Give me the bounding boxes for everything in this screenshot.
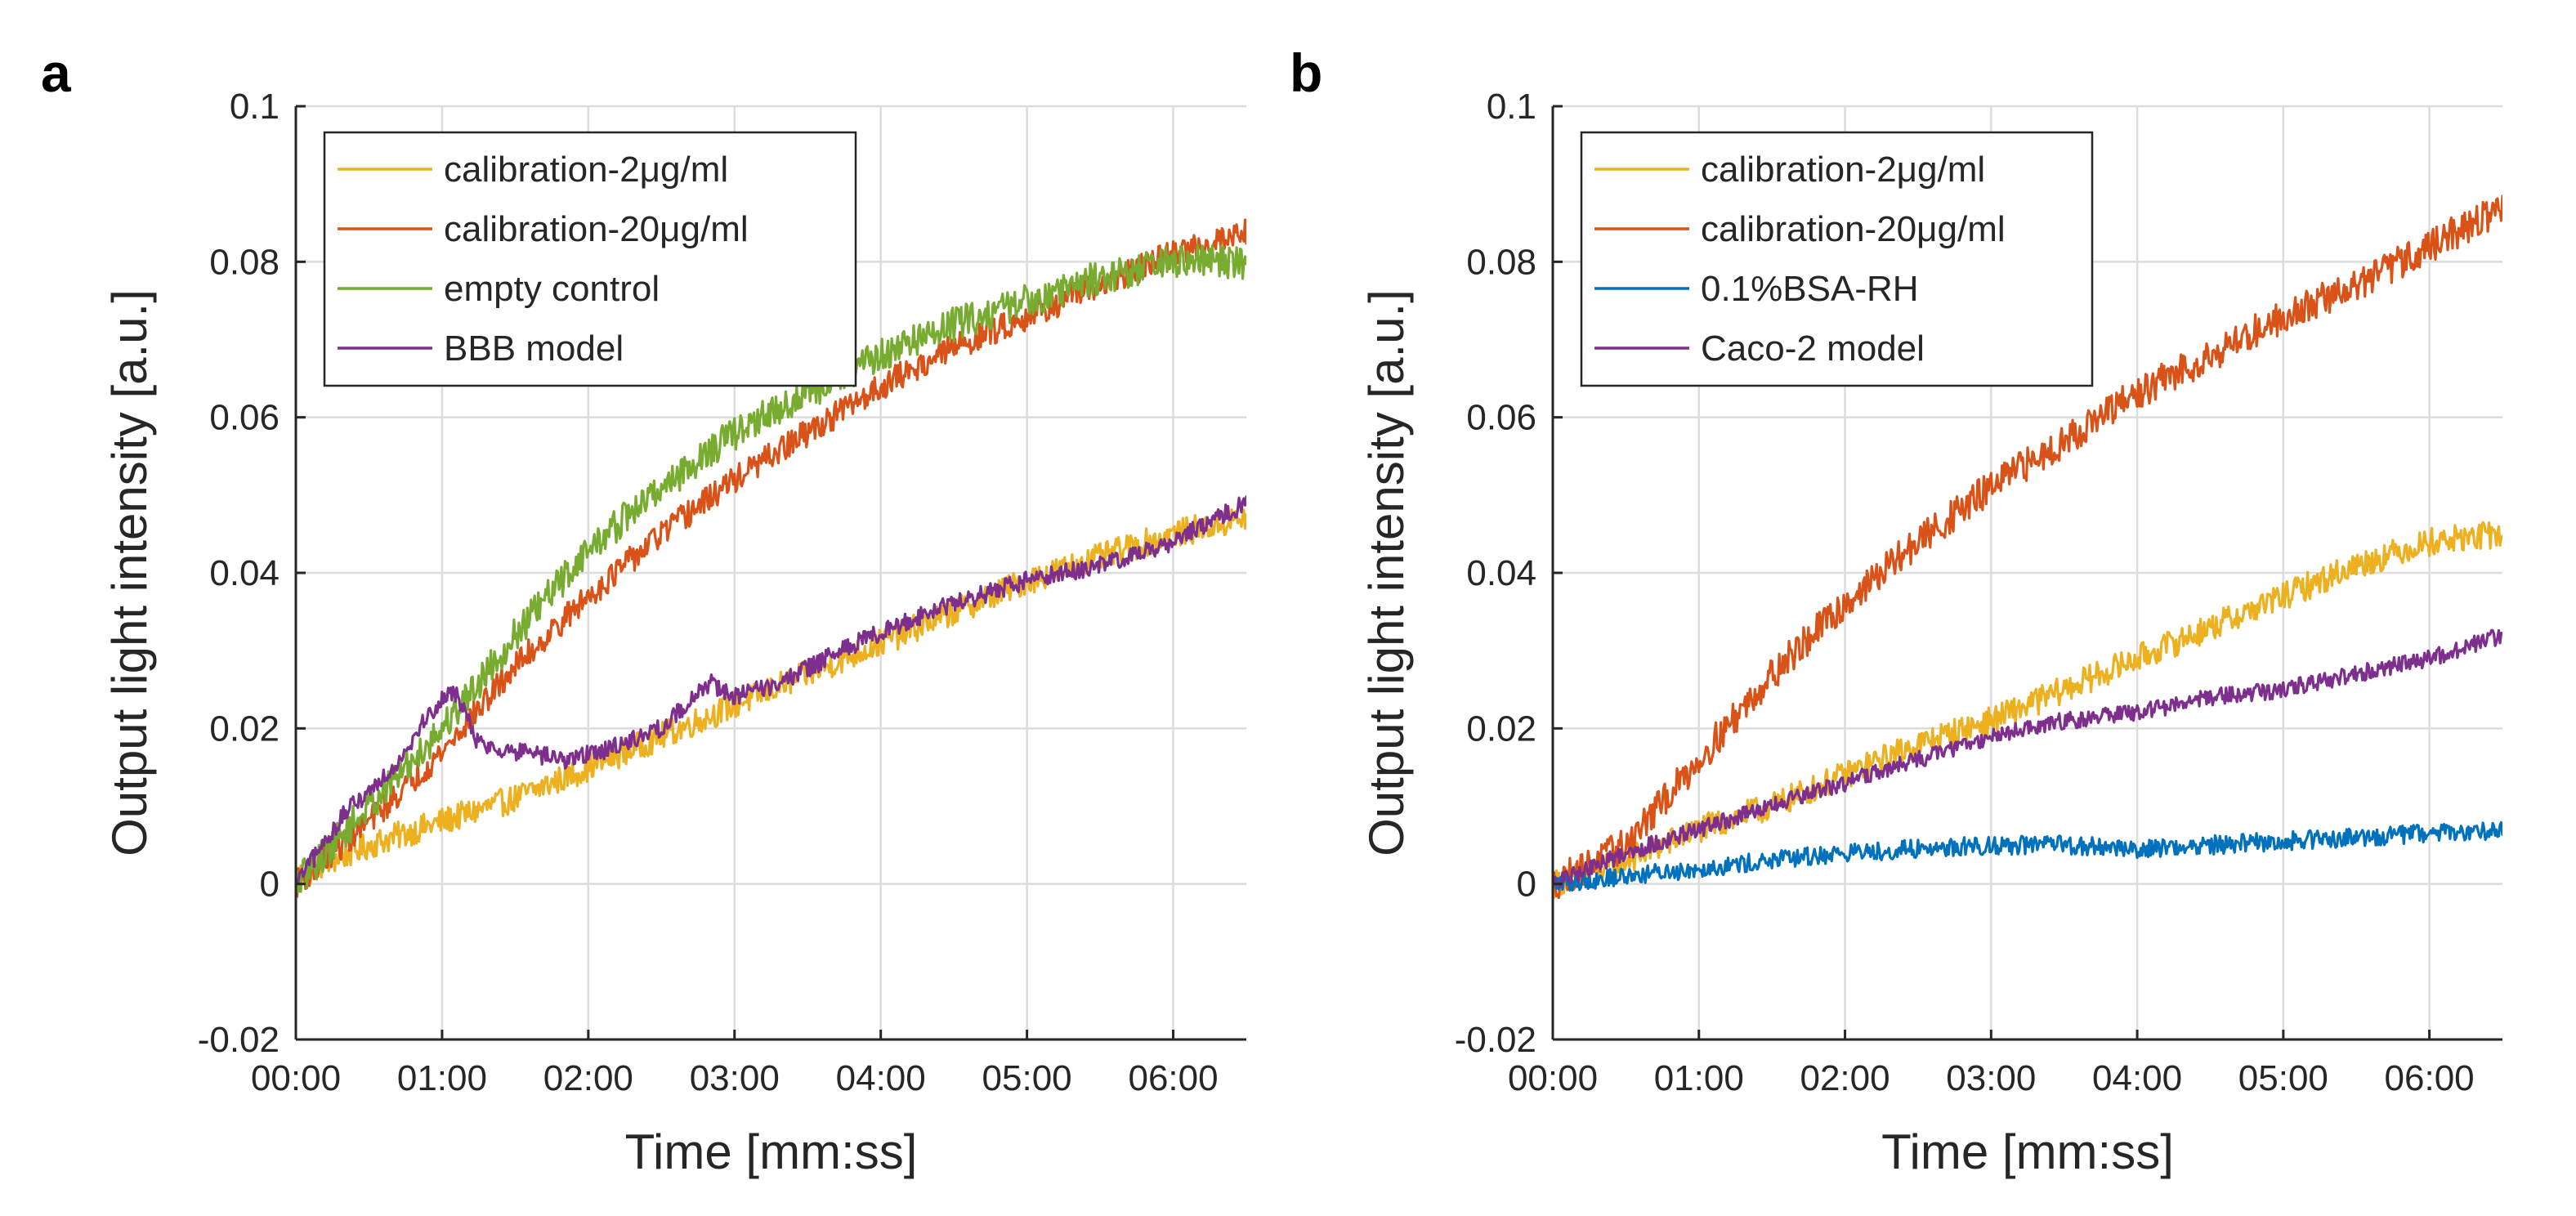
legend: calibration-2μg/ml calibration-20μg/ml 0.1…: [1580, 131, 2094, 387]
x-tick-label-1: 01:00: [397, 1058, 487, 1098]
legend-label-2: empty control: [444, 269, 660, 309]
y-tick-label-6: 0.1: [1487, 87, 1536, 127]
y-tick-label-4: 0.06: [1466, 398, 1536, 438]
series-line-3: [1553, 628, 2502, 889]
series-line-2: [1553, 820, 2502, 892]
y-tick-label-3: 0.04: [1466, 553, 1536, 593]
series-line-1: [1553, 194, 2502, 900]
y-tick-label-4: 0.06: [209, 398, 280, 438]
y-tick-label-5: 0.08: [1466, 242, 1536, 282]
x-tick-label-3: 03:00: [1946, 1058, 2036, 1098]
panel-a: a 00:00 01:00 02:00 03:00 04:00 05:00 06:00 -0.0…: [41, 42, 1246, 1179]
series-group: [296, 218, 1246, 898]
legend-label-2: 0.1%BSA-RH: [1701, 269, 1919, 309]
x-tick-label-5: 05:00: [982, 1058, 1072, 1098]
legend-label-0: calibration-2μg/ml: [444, 150, 728, 190]
x-tick-label-3: 03:00: [690, 1058, 780, 1098]
y-tick-label-0: -0.02: [1455, 1020, 1536, 1060]
x-tick-label-4: 04:00: [2092, 1058, 2182, 1098]
x-axis-label: Time [mm:ss]: [625, 1124, 918, 1179]
y-tick-label-3: 0.04: [209, 553, 280, 593]
y-tick-label-2: 0.02: [1466, 709, 1536, 749]
y-tick-label-2: 0.02: [209, 709, 280, 749]
x-tick-label-2: 02:00: [543, 1058, 633, 1098]
x-tick-label-2: 02:00: [1800, 1058, 1890, 1098]
y-tick-label-1: 0: [260, 865, 280, 905]
y-tick-label-0: -0.02: [198, 1020, 280, 1060]
legend-box: [323, 131, 857, 387]
legend-label-1: calibration-20μg/ml: [1701, 209, 2006, 249]
y-tick-label-1: 0: [1517, 865, 1536, 905]
x-tick-label-1: 01:00: [1654, 1058, 1744, 1098]
x-tick-label-5: 05:00: [2238, 1058, 2328, 1098]
x-tick-label-6: 06:00: [2385, 1058, 2475, 1098]
series-line-0: [296, 507, 1246, 886]
panel-b-letter: b: [1290, 42, 1322, 103]
x-tick-label-0: 00:00: [251, 1058, 341, 1098]
panel-b: b 00:00 01:00 02:00 03:00 04:00 05:00 06:00 -0.0…: [1290, 42, 2502, 1179]
x-tick-label-4: 04:00: [836, 1058, 926, 1098]
x-axis-label: Time [mm:ss]: [1881, 1124, 2174, 1179]
y-axis-label: Output light intensity [a.u.]: [1359, 289, 1414, 856]
legend-label-1: calibration-20μg/ml: [444, 209, 749, 249]
series-line-3: [296, 495, 1246, 883]
x-tick-label-6: 06:00: [1128, 1058, 1218, 1098]
legend-label-3: Caco-2 model: [1701, 329, 1925, 369]
y-tick-label-6: 0.1: [230, 87, 280, 127]
legend-box: [1580, 131, 2094, 387]
panel-a-letter: a: [41, 42, 72, 103]
y-tick-label-5: 0.08: [209, 242, 280, 282]
x-tick-label-0: 00:00: [1508, 1058, 1598, 1098]
series-group: [1553, 194, 2502, 900]
legend-label-0: calibration-2μg/ml: [1701, 150, 1985, 190]
legend: calibration-2μg/ml calibration-20μg/ml emp…: [323, 131, 857, 387]
legend-label-3: BBB model: [444, 329, 624, 369]
y-axis-label: Output light intensity [a.u.]: [102, 289, 157, 856]
